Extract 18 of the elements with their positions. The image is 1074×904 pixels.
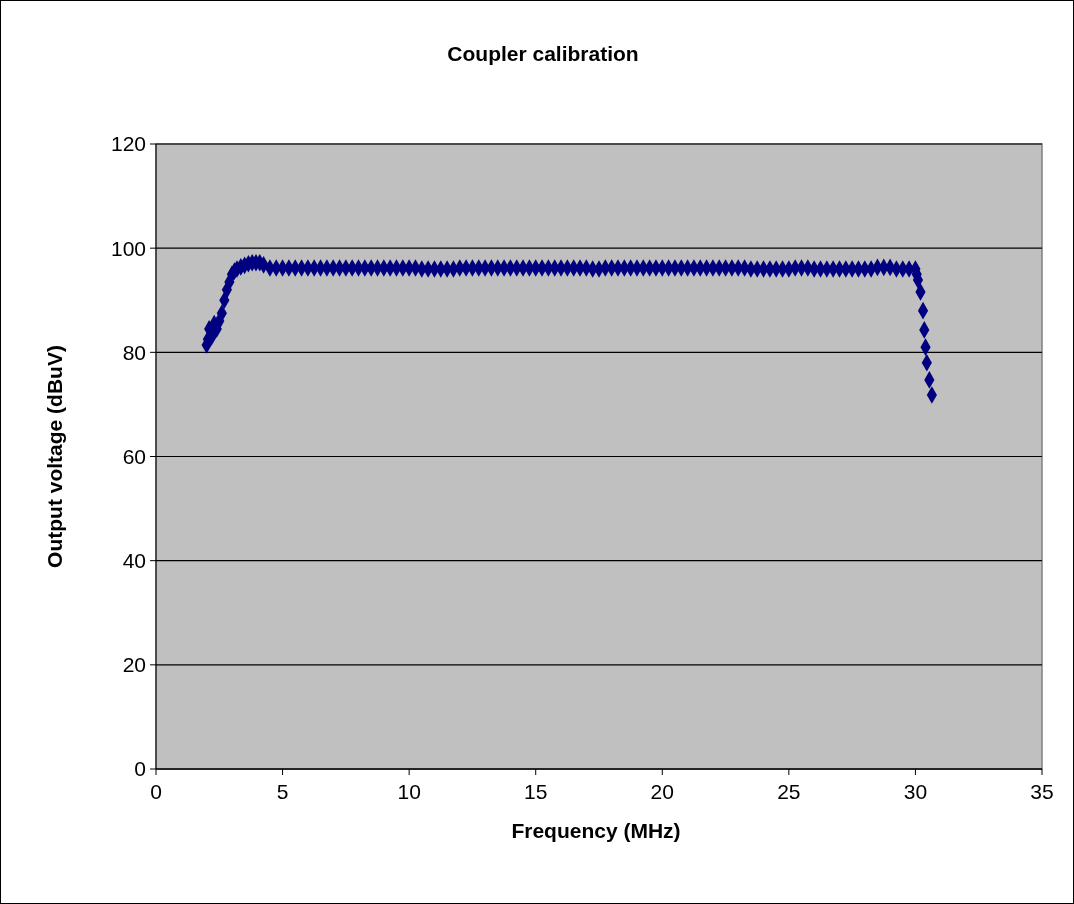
x-tick-label: 35 [1030,780,1054,803]
y-axis-title: Output voltage (dBuV) [43,345,66,568]
x-tick-label: 30 [903,780,928,803]
x-axis-title: Frequency (MHz) [511,819,681,842]
y-tick-label: 120 [110,132,146,156]
y-tick-label: 0 [134,757,146,781]
y-tick-label: 20 [122,653,146,677]
y-tick-label: 80 [122,340,146,364]
x-tick-label: 0 [150,780,162,803]
y-tick-label: 60 [122,444,146,468]
y-tick-label: 40 [122,549,146,573]
x-tick-label: 20 [650,780,674,803]
chart-title: Coupler calibration [447,42,639,65]
x-tick-label: 10 [397,780,421,803]
x-tick-label: 5 [276,780,289,803]
x-tick-label: 15 [524,780,548,803]
x-tick-label: 25 [777,780,801,803]
y-tick-label: 100 [110,236,146,260]
